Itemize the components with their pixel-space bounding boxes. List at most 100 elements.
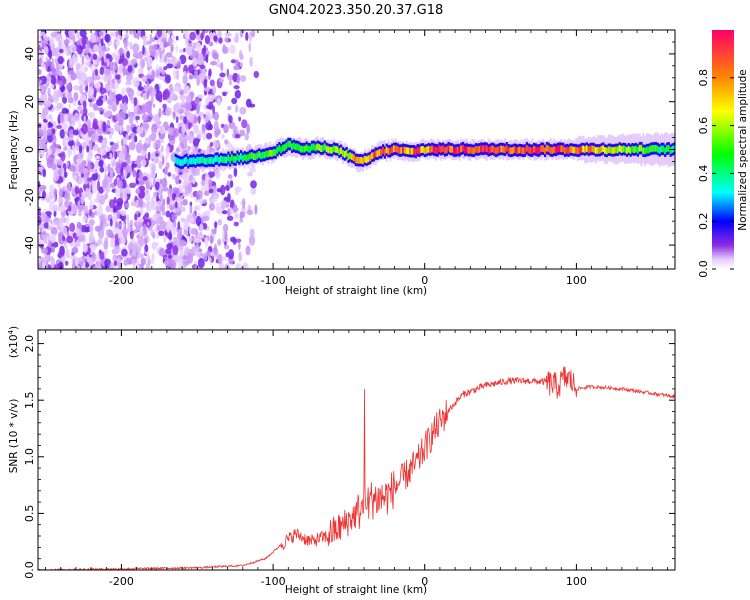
ridge-core bbox=[331, 146, 334, 154]
noise-blob bbox=[173, 86, 181, 92]
noise-blob bbox=[238, 242, 241, 250]
noise-blob bbox=[127, 222, 131, 234]
noise-blob bbox=[131, 163, 138, 168]
colorbar-label: Normalized spectral amplitude bbox=[737, 69, 749, 230]
noise-blob bbox=[129, 229, 134, 240]
ridge-core bbox=[598, 147, 601, 154]
noise-blob bbox=[156, 30, 163, 38]
noise-blob bbox=[171, 213, 177, 222]
noise-blob bbox=[138, 212, 141, 218]
noise-blob bbox=[41, 247, 49, 255]
ridge-core bbox=[278, 144, 281, 152]
noise-blob bbox=[151, 69, 156, 80]
ridge-core bbox=[267, 150, 270, 158]
noise-blob bbox=[84, 205, 89, 214]
noise-blob bbox=[103, 68, 111, 76]
noise-blob bbox=[192, 137, 200, 147]
noise-blob bbox=[247, 171, 253, 177]
noise-blob bbox=[132, 43, 140, 53]
ridge-core bbox=[301, 145, 305, 153]
ridge-core bbox=[518, 146, 521, 154]
ridge-core bbox=[645, 146, 649, 154]
noise-blob bbox=[189, 217, 195, 224]
noise-blob bbox=[115, 40, 120, 47]
ridge-core bbox=[467, 147, 470, 154]
ridge-core bbox=[476, 146, 479, 153]
noise-blob bbox=[167, 30, 173, 35]
noise-blob bbox=[233, 207, 239, 212]
noise-blob bbox=[76, 105, 83, 111]
noise-blob bbox=[217, 30, 222, 37]
ridge-core bbox=[227, 154, 230, 162]
ridge-core bbox=[620, 146, 623, 153]
noise-blob bbox=[141, 35, 148, 41]
noise-blob bbox=[158, 108, 162, 118]
noise-blob bbox=[93, 53, 98, 61]
ridge-core bbox=[363, 155, 366, 163]
noise-blob bbox=[208, 202, 215, 211]
ridge-core bbox=[316, 143, 319, 151]
ridge-core bbox=[216, 155, 219, 162]
ridge-core bbox=[609, 146, 612, 154]
colorbar-tick-label: 0.2 bbox=[697, 212, 710, 230]
noise-blob bbox=[69, 165, 76, 172]
noise-blob bbox=[200, 179, 206, 186]
noise-blob bbox=[50, 226, 58, 236]
noise-blob bbox=[53, 172, 60, 182]
noise-blob bbox=[165, 210, 171, 218]
noise-blob bbox=[228, 115, 233, 124]
noise-blob bbox=[56, 124, 62, 129]
noise-blob bbox=[65, 248, 70, 259]
noise-blob bbox=[46, 59, 51, 67]
noise-blob bbox=[241, 119, 248, 129]
noise-blob bbox=[152, 103, 156, 108]
ridge-core bbox=[667, 144, 670, 152]
spectrogram-y-axis-label: Frequency (Hz) bbox=[8, 110, 20, 189]
noise-blob bbox=[132, 242, 139, 253]
ridge-core bbox=[496, 146, 499, 154]
noise-blob bbox=[233, 65, 240, 71]
noise-blob bbox=[84, 61, 90, 66]
noise-blob bbox=[232, 238, 237, 245]
noise-blob bbox=[147, 66, 150, 71]
ridge-core bbox=[449, 145, 452, 153]
noise-blob bbox=[147, 221, 150, 226]
ridge-core bbox=[258, 151, 261, 158]
noise-blob bbox=[172, 111, 175, 117]
ridge-core bbox=[673, 145, 675, 152]
noise-blob bbox=[188, 226, 192, 235]
ridge-core bbox=[365, 156, 368, 164]
ridge-core bbox=[265, 150, 268, 158]
ridge-core bbox=[343, 151, 346, 158]
noise-blob bbox=[103, 112, 111, 118]
noise-blob bbox=[189, 31, 196, 41]
noise-blob bbox=[161, 177, 168, 188]
noise-blob bbox=[224, 36, 228, 43]
noise-blob bbox=[248, 235, 256, 246]
spectrogram-y-ticks: -40 -20 0 20 40 bbox=[23, 29, 675, 270]
noise-blob bbox=[76, 44, 84, 55]
noise-blob bbox=[138, 170, 143, 181]
noise-blob bbox=[52, 194, 56, 204]
noise-blob bbox=[74, 93, 77, 102]
noise-blob bbox=[196, 102, 200, 114]
noise-blob bbox=[82, 243, 88, 253]
noise-blob bbox=[234, 89, 241, 99]
ridge-core bbox=[564, 147, 567, 154]
noise-blob bbox=[212, 84, 217, 95]
ridge-core bbox=[465, 146, 468, 153]
noise-blob bbox=[233, 85, 240, 90]
ridge-core bbox=[374, 150, 377, 157]
noise-blob bbox=[151, 201, 157, 211]
ridge-core bbox=[554, 146, 558, 154]
noise-blob bbox=[60, 112, 64, 123]
noise-blob bbox=[88, 209, 93, 216]
ridge-core bbox=[511, 147, 514, 154]
noise-blob bbox=[74, 197, 80, 202]
noise-blob bbox=[222, 210, 228, 215]
noise-blob bbox=[155, 233, 160, 239]
ridge-core bbox=[261, 151, 265, 159]
noise-blob bbox=[246, 123, 251, 135]
ridge-core bbox=[196, 156, 199, 164]
ridge-core bbox=[402, 146, 405, 154]
